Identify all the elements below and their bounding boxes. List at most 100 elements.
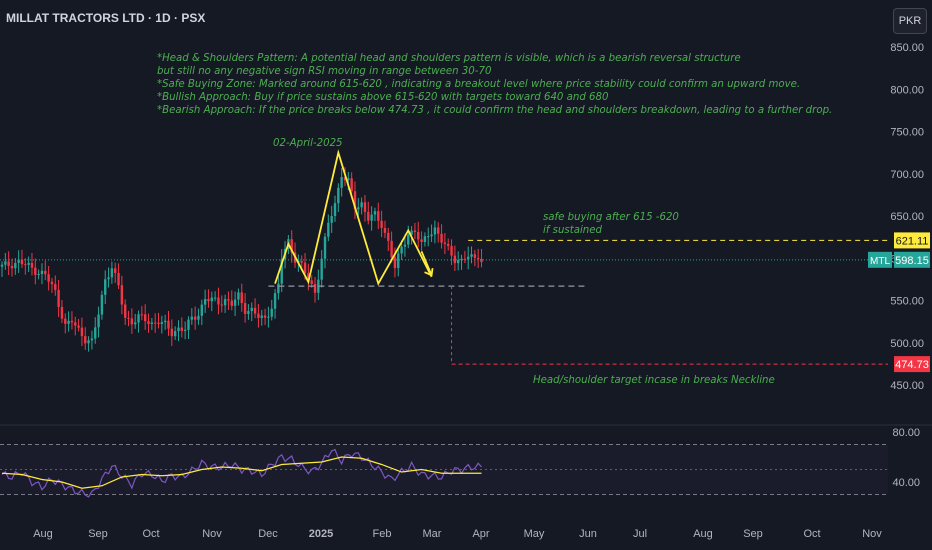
candle-body — [40, 270, 44, 275]
candle-body — [17, 259, 20, 263]
candle-body — [110, 268, 114, 278]
candle-body — [160, 322, 164, 324]
candle-body — [163, 320, 167, 323]
candle-body — [114, 268, 117, 273]
candle-body — [450, 246, 453, 256]
candle-body — [177, 327, 180, 332]
candle-body — [60, 306, 64, 319]
candle-body — [363, 202, 367, 212]
candle-body — [210, 297, 213, 302]
candle-body — [157, 322, 160, 324]
candle-body — [403, 244, 407, 247]
price-tick-label: 850.00 — [890, 42, 924, 54]
price-label-breakout-level: 621.11 — [894, 232, 930, 249]
candle-body — [44, 270, 47, 275]
candle-body — [433, 227, 437, 235]
candle-body — [290, 239, 293, 253]
candle-body — [373, 211, 377, 215]
candle-body — [317, 279, 320, 293]
candle-body — [437, 227, 440, 234]
candle-body — [0, 264, 4, 267]
candle-body — [203, 299, 207, 305]
rsi-line — [1, 448, 482, 498]
candle-body — [187, 319, 190, 330]
candle-body — [57, 289, 60, 307]
price-tick-label: 700.00 — [890, 169, 924, 181]
candle-body — [220, 304, 223, 306]
price-tick-label: 450.00 — [890, 380, 924, 392]
candle-body — [4, 261, 7, 265]
candle-body — [263, 315, 267, 318]
time-tick-label: May — [524, 528, 545, 540]
candle-body — [360, 202, 363, 208]
candle-body — [213, 297, 217, 299]
candle-body — [193, 316, 197, 320]
candle-body — [183, 329, 187, 331]
candle-body — [440, 233, 443, 243]
candle-body — [24, 264, 27, 266]
candle-body — [130, 318, 134, 325]
analysis-line: *Head & Shoulders Pattern: A potential h… — [157, 53, 741, 64]
candle-body — [180, 327, 184, 331]
time-tick-label: Dec — [258, 528, 278, 540]
head-date-label: 02-April-2025 — [273, 138, 343, 149]
candle-body — [80, 327, 84, 337]
candle-body — [430, 234, 433, 237]
price-tick-label: 800.00 — [890, 84, 924, 96]
candle-body — [37, 274, 40, 276]
price-label-MTL: 598.15 MTL — [868, 251, 930, 268]
price-tick-label: 650.00 — [890, 211, 924, 223]
candle-body — [383, 227, 387, 233]
time-tick-label: Mar — [423, 528, 442, 540]
candle-body — [94, 327, 97, 339]
candle-body — [47, 274, 50, 282]
candle-body — [333, 203, 337, 216]
head-shoulders-pattern — [274, 149, 433, 286]
candle-body — [107, 277, 110, 280]
candle-body — [273, 293, 277, 309]
candle-body — [100, 294, 104, 315]
currency-button[interactable]: PKR — [893, 8, 927, 34]
candle-body — [64, 318, 67, 324]
candle-body — [134, 322, 137, 325]
time-tick-label: Oct — [142, 528, 159, 540]
candle-body — [250, 307, 253, 312]
candle-body — [390, 240, 393, 258]
candle-body — [217, 297, 220, 305]
rsi-tick-label: 80.00 — [892, 427, 920, 439]
analysis-line: *Bullish Approach: Buy if price sustains… — [157, 92, 609, 103]
candle-body — [476, 257, 480, 259]
time-tick-label: Jun — [579, 528, 597, 540]
price-label-value: 474.73 — [895, 359, 929, 371]
analysis-line: but still no any negative sign RSI movin… — [157, 66, 492, 77]
candle-body — [173, 331, 177, 337]
candle-body — [207, 299, 210, 302]
price-axis[interactable]: 850.00800.00750.00700.00650.00600.00550.… — [868, 42, 930, 489]
candle-body — [153, 322, 157, 324]
price-pane[interactable] — [0, 149, 932, 426]
candle-body — [190, 316, 194, 320]
candle-body — [200, 304, 203, 316]
candle-body — [87, 340, 90, 344]
price-label-value: 598.15 — [895, 255, 929, 267]
candle-body — [447, 243, 450, 247]
candle-body — [470, 254, 473, 257]
candle-body — [70, 320, 74, 323]
candle-body — [443, 242, 447, 244]
price-tick-label: 550.00 — [890, 296, 924, 308]
candle-body — [300, 261, 303, 263]
candle-body — [393, 257, 397, 269]
candle-body — [237, 292, 240, 300]
time-tick-label: Aug — [693, 528, 713, 540]
candle-body — [320, 258, 323, 280]
candle-body — [350, 178, 353, 192]
time-axis[interactable]: Aug Sep Oct Nov Dec 2025 Feb Mar Apr May Jun Jul Aug… — [33, 528, 882, 540]
candle-body — [120, 285, 124, 305]
candle-body — [67, 320, 70, 324]
rsi-pane[interactable] — [0, 444, 888, 498]
candle-body — [377, 211, 380, 221]
candle-body — [400, 246, 403, 254]
candle-body — [260, 315, 263, 319]
candle-body — [124, 304, 127, 318]
